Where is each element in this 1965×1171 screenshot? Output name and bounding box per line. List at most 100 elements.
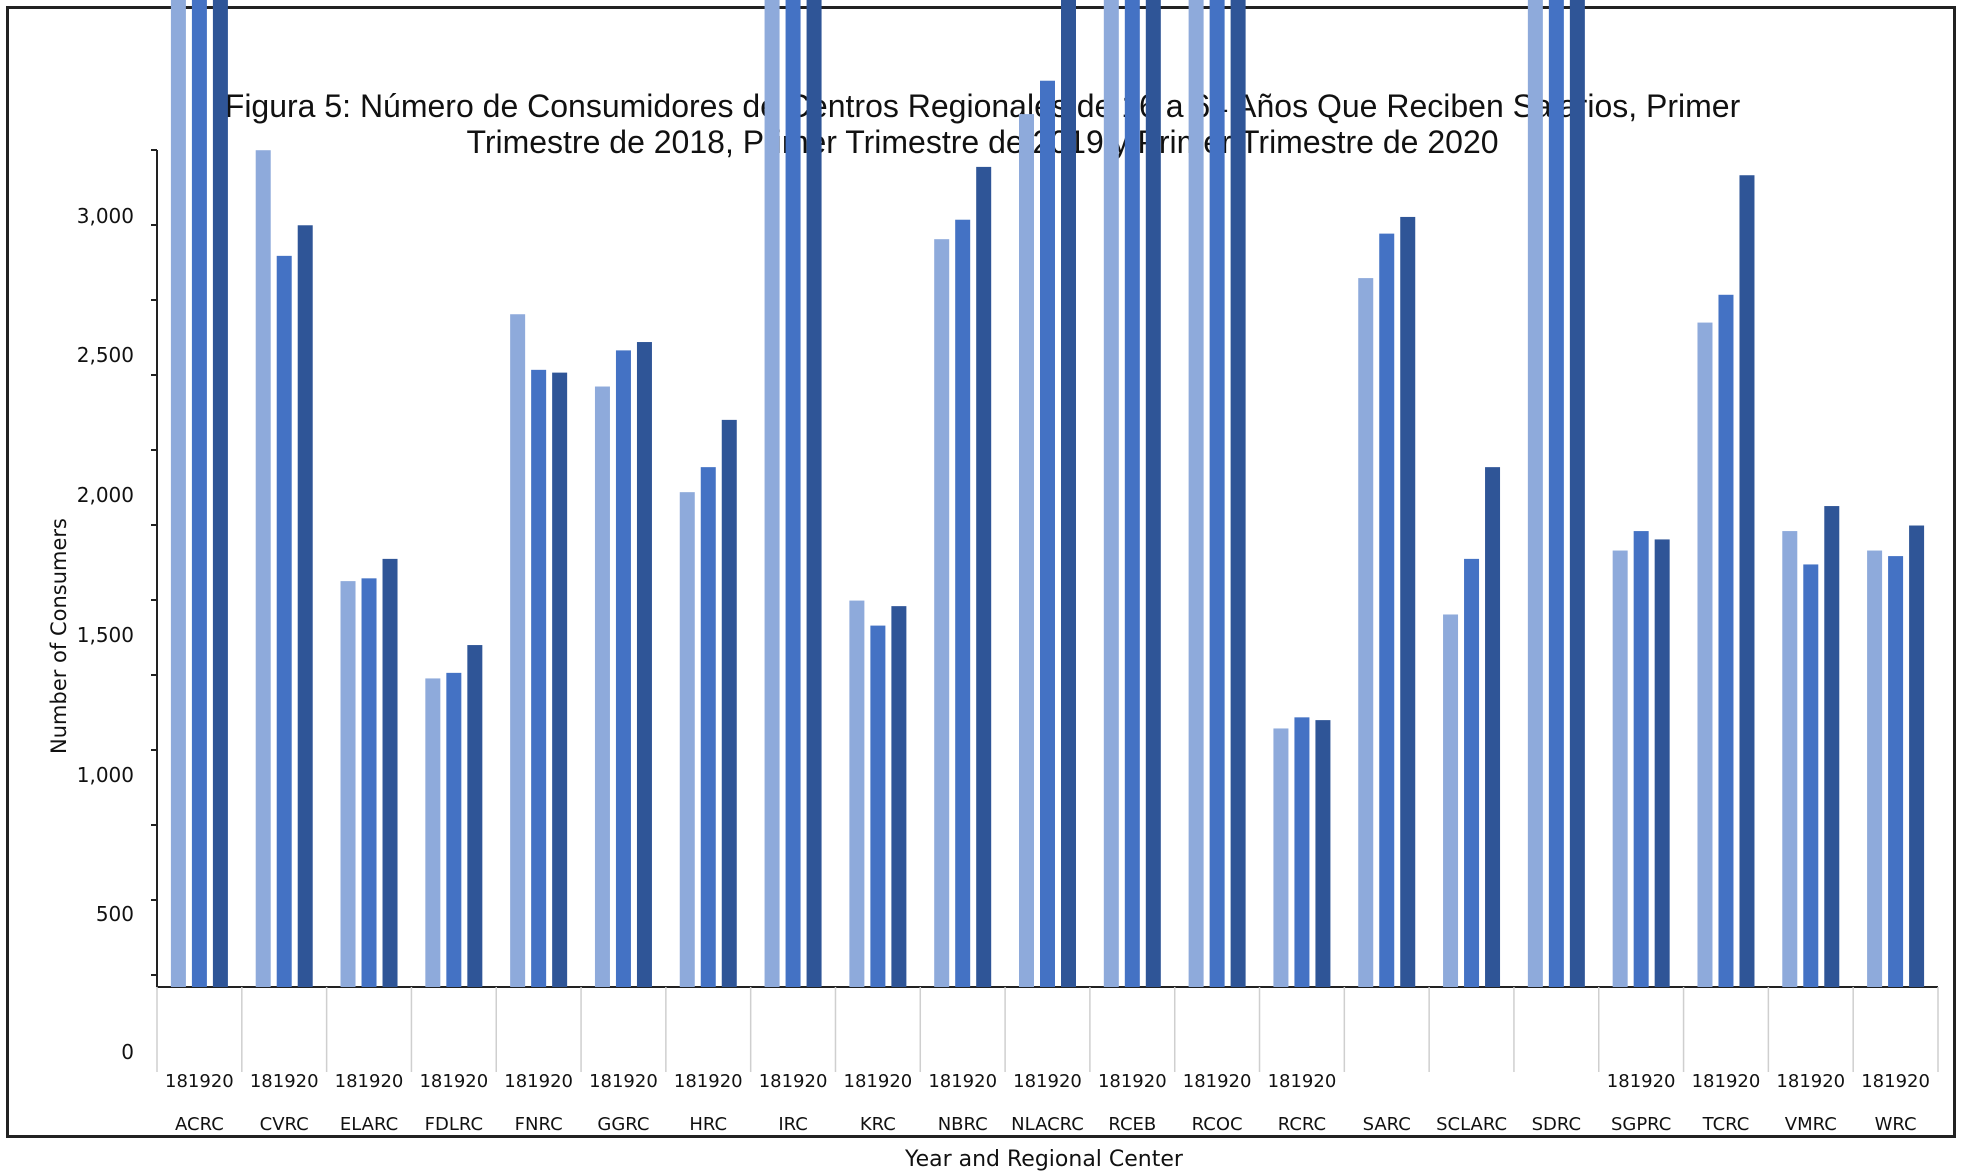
bar: [1379, 233, 1395, 987]
bar: [1612, 550, 1628, 987]
year-label: 181920: [335, 1071, 404, 1092]
bar: [1803, 564, 1819, 987]
year-label: 181920: [844, 1071, 913, 1092]
category-label: IRC: [778, 1114, 808, 1135]
y-tick-label: 1,000: [77, 763, 134, 787]
category-label: SCLARC: [1436, 1114, 1507, 1135]
chart-frame: [6, 6, 1956, 1138]
bar: [636, 342, 652, 987]
bar: [446, 672, 462, 987]
bar: [870, 625, 886, 987]
bar: [1188, 0, 1204, 987]
year-label: 181920: [1607, 1071, 1676, 1092]
bar: [1654, 539, 1670, 987]
category-label: KRC: [860, 1114, 896, 1135]
bar: [1103, 0, 1119, 987]
y-tick-label: 0: [121, 1040, 134, 1064]
bar: [212, 0, 228, 987]
bar: [1145, 0, 1161, 988]
bar: [425, 678, 441, 987]
bar: [1633, 531, 1649, 987]
bar: [764, 0, 780, 987]
year-label: 181920: [674, 1071, 743, 1092]
category-label: RCEB: [1108, 1114, 1156, 1135]
bar: [191, 0, 207, 987]
bar: [1697, 322, 1713, 988]
bar: [891, 606, 907, 987]
category-label: RCRC: [1278, 1114, 1326, 1135]
bar: [615, 350, 631, 987]
category-label: HRC: [689, 1114, 727, 1135]
year-label: 181920: [1268, 1071, 1337, 1092]
category-label: CVRC: [260, 1114, 309, 1135]
bar: [934, 239, 950, 987]
category-label: RCOC: [1192, 1114, 1243, 1135]
y-tick-label: 1,500: [77, 623, 134, 647]
bar: [1718, 294, 1734, 987]
bar: [1273, 728, 1289, 987]
bar: [976, 166, 992, 987]
bar: [785, 0, 801, 987]
bar: [1040, 80, 1055, 988]
year-label: 181920: [1098, 1071, 1167, 1092]
bar: [1061, 0, 1076, 987]
bar: [1358, 278, 1374, 988]
category-label: NBRC: [938, 1114, 988, 1135]
bar: [849, 600, 865, 987]
year-label: 181920: [589, 1071, 658, 1092]
year-label: 181920: [1861, 1071, 1930, 1092]
bar: [1569, 0, 1585, 988]
chart-title-line-2: Trimestre de 2018, Primer Trimestre de 2…: [466, 124, 1499, 160]
year-label: 181920: [1776, 1071, 1845, 1092]
bar: [1294, 717, 1310, 987]
bar: [721, 419, 737, 987]
bar: [1782, 531, 1798, 987]
bar: [1124, 0, 1140, 987]
bar: [1230, 0, 1246, 987]
bar: [1909, 525, 1925, 987]
bar: [297, 225, 313, 987]
bar: [1527, 0, 1543, 988]
category-label: WRC: [1875, 1114, 1917, 1135]
bar: [1485, 467, 1501, 987]
category-label: NLACRC: [1011, 1114, 1084, 1135]
category-label: GGRC: [597, 1114, 649, 1135]
year-label: 181920: [759, 1071, 828, 1092]
x-axis-label: Year and Regional Center: [904, 1147, 1184, 1171]
y-tick-label: 2,500: [77, 343, 134, 367]
category-label: TCRC: [1702, 1114, 1750, 1135]
y-tick-label: 3,000: [77, 204, 134, 228]
bar: [255, 150, 271, 988]
y-tick-label: 2,000: [77, 483, 134, 507]
bar: [552, 372, 568, 987]
bar: [170, 0, 186, 988]
bar: [1400, 216, 1416, 987]
year-label: 181920: [250, 1071, 319, 1092]
bar: [510, 314, 526, 987]
bar: [1464, 558, 1480, 987]
bar: [594, 386, 610, 987]
category-label: VMRC: [1785, 1114, 1837, 1135]
bar: [382, 558, 398, 987]
year-label: 181920: [504, 1071, 573, 1092]
bar: [1315, 720, 1331, 987]
bar: [276, 255, 292, 988]
bar: [1888, 556, 1904, 987]
chart-title-line-1: Figura 5: Número de Consumidores de Cent…: [224, 88, 1741, 124]
bar: [1443, 614, 1459, 987]
bar: [340, 581, 356, 987]
year-label: 181920: [928, 1071, 997, 1092]
bar: [361, 578, 377, 987]
bar: [1019, 114, 1034, 987]
category-label: SDRC: [1532, 1114, 1581, 1135]
category-label: FDLRC: [425, 1114, 483, 1135]
y-axis-label: Number of Consumers: [47, 518, 71, 754]
bar: [1867, 550, 1883, 987]
bar: [679, 492, 695, 987]
category-label: SARC: [1363, 1114, 1411, 1135]
bar: [955, 219, 971, 988]
bar: [806, 0, 822, 987]
year-label: 181920: [165, 1071, 234, 1092]
